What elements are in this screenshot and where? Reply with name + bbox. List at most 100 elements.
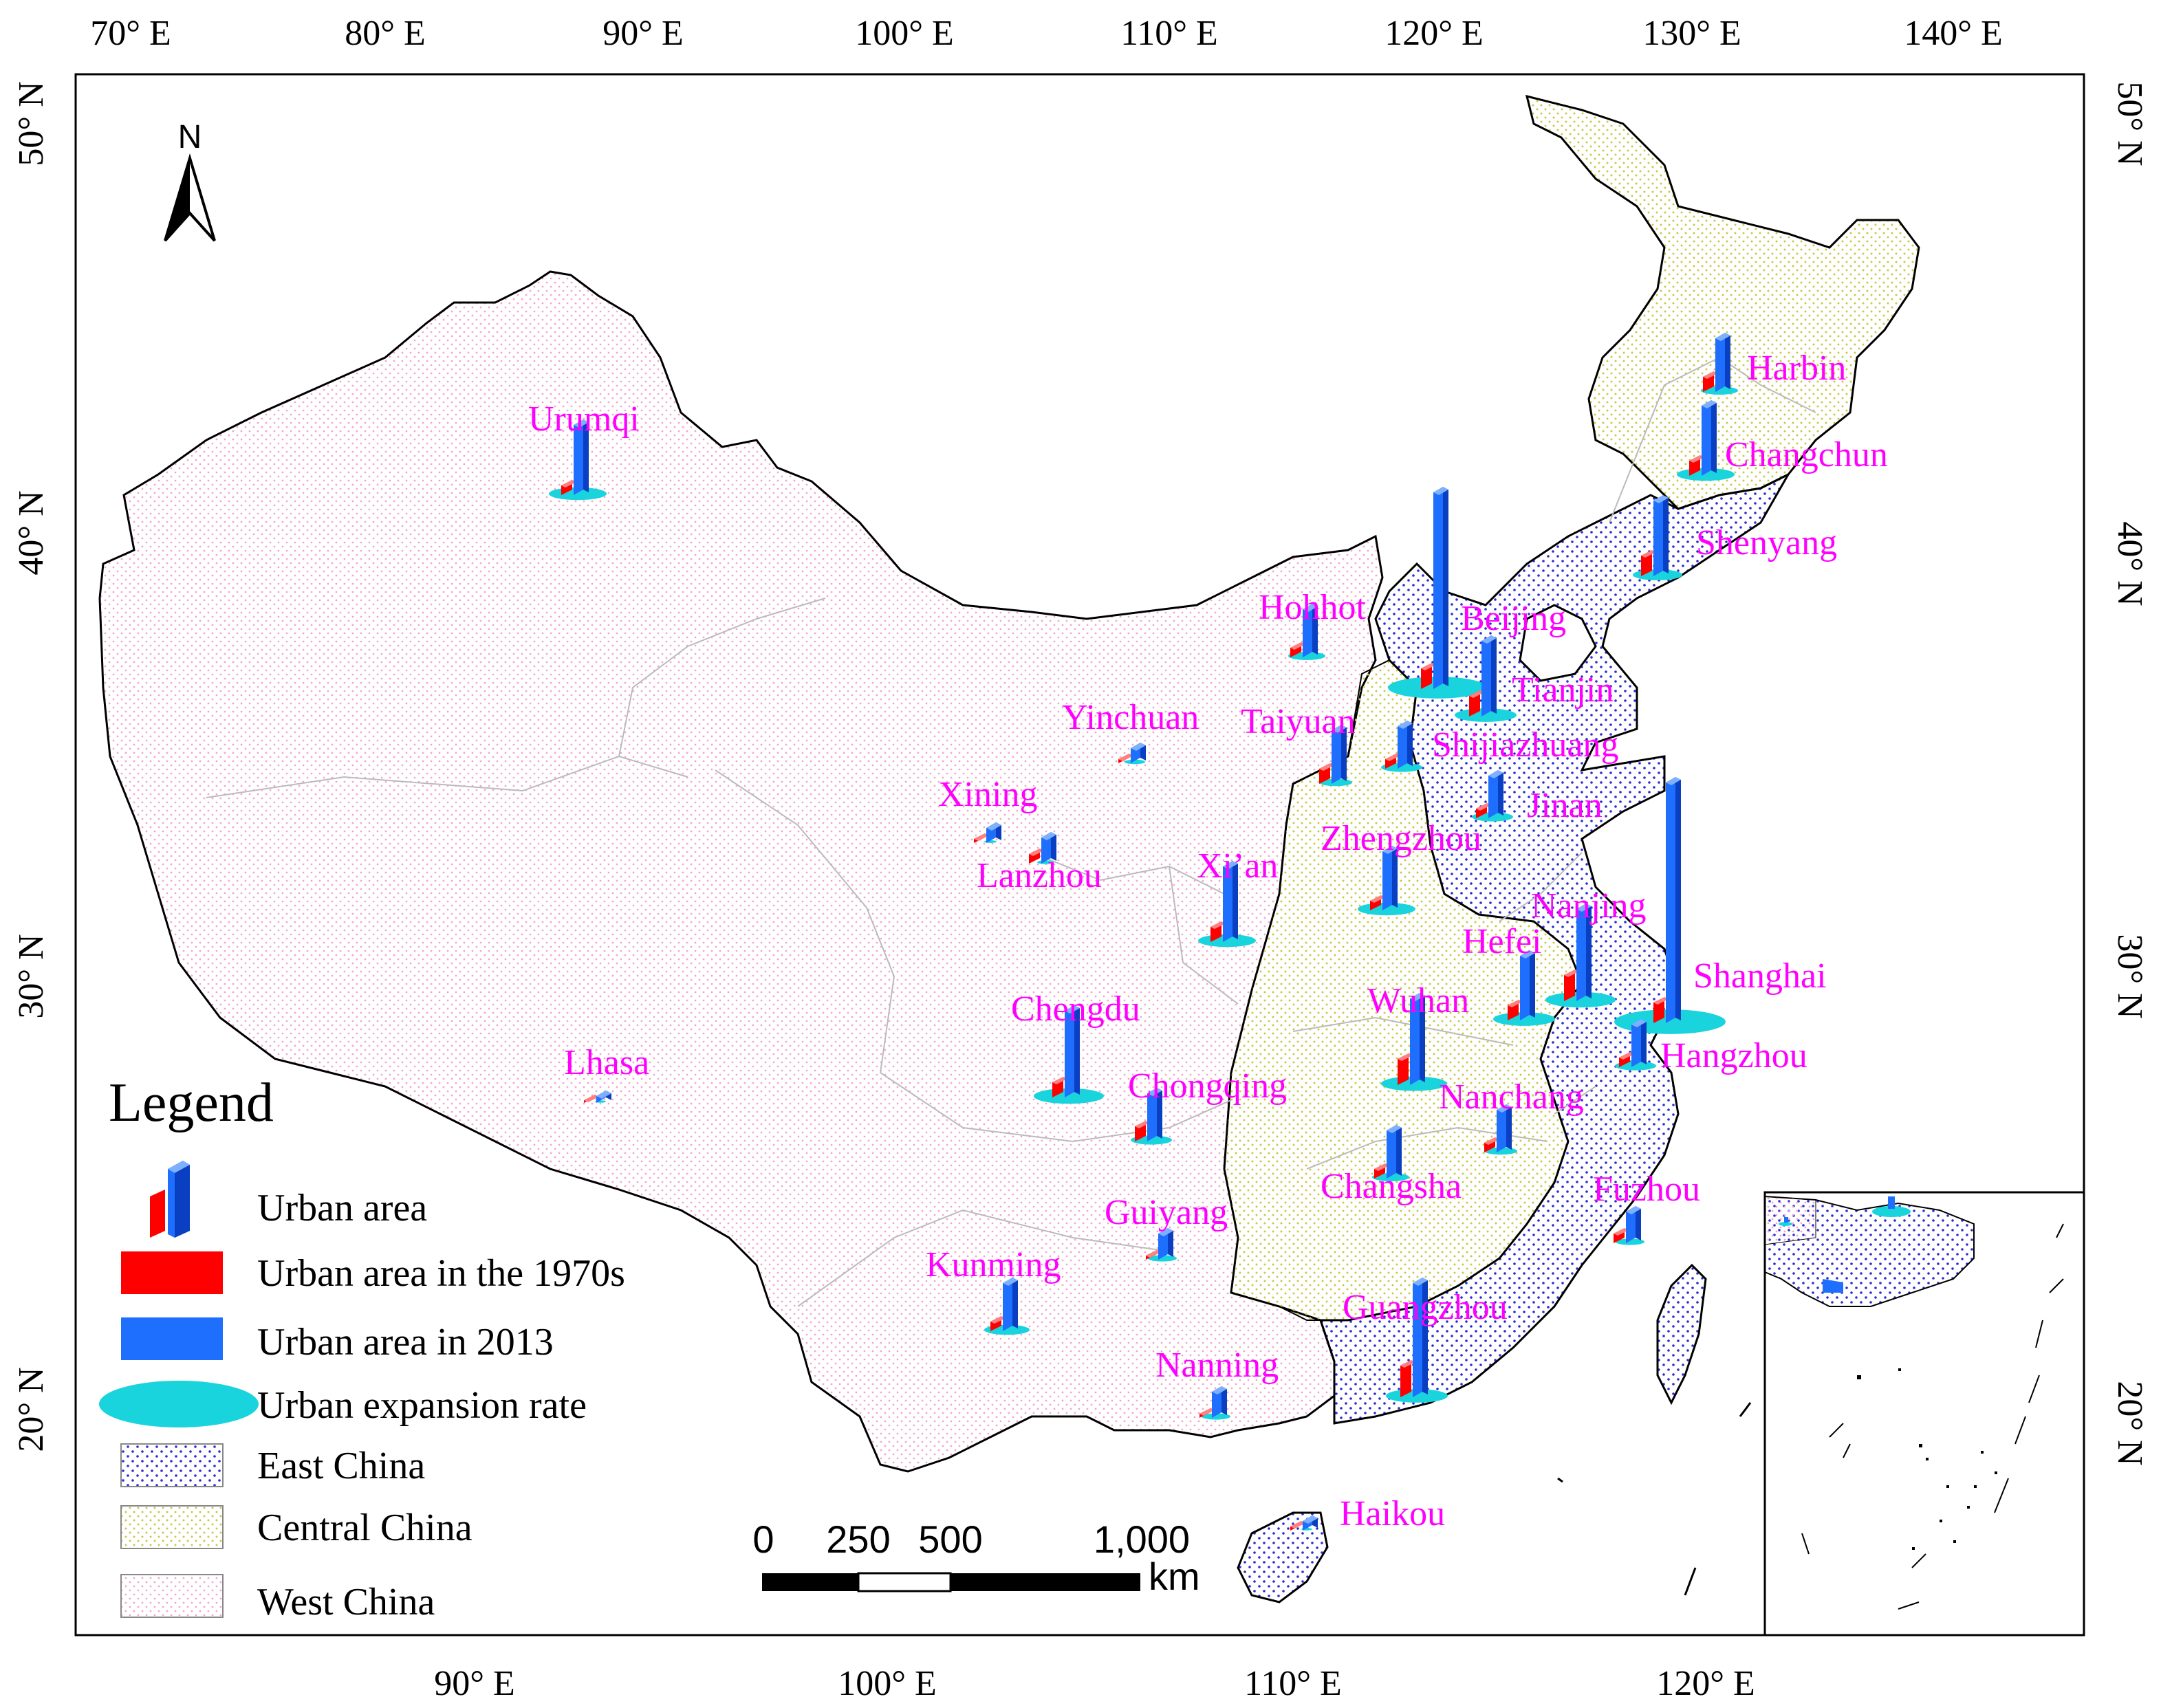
bar-2013-top: [1223, 861, 1238, 869]
city-label-yinchuan: Yinchuan: [1062, 698, 1199, 737]
bar-1970s-top: [1385, 754, 1400, 761]
city-taiyuan: Taiyuan: [1241, 702, 1356, 787]
bar-2013-front: [574, 419, 583, 495]
bar-2013-side: [1392, 846, 1398, 908]
legend-label-central-china: Central China: [257, 1507, 473, 1549]
bar-1970s-top: [1290, 642, 1305, 650]
bar-1970s-top: [1484, 1137, 1499, 1145]
bar-1970s-top: [1146, 1250, 1161, 1258]
city-label-nanjing: Nanjing: [1531, 886, 1647, 926]
svg-text:110° E: 110° E: [1120, 14, 1218, 53]
city-changchun: Changchun: [1677, 400, 1888, 481]
left-latitude-ticks: 50° N 40° N 30° N 20° N: [12, 81, 51, 1452]
bar-2013-front: [1576, 904, 1586, 1001]
inset-coast: [1764, 1195, 2064, 1610]
city-beijing: Beijing: [1388, 487, 1566, 699]
legend-title: Legend: [109, 1073, 274, 1133]
city-label-tianjin: Tianjin: [1512, 670, 1614, 710]
bar-2013-front: [1666, 777, 1675, 1023]
bar-2013-front: [1481, 635, 1491, 716]
bohai-coast: [1519, 604, 1597, 682]
svg-text:120° E: 120° E: [1384, 14, 1484, 53]
bar-2013-front: [1702, 400, 1711, 476]
city-label-jinan: Jinan: [1527, 786, 1603, 825]
svg-text:90° E: 90° E: [602, 14, 684, 53]
bar-2013-top: [1041, 832, 1056, 840]
bar-2013-front: [1433, 487, 1443, 689]
bar-1970s-top: [1476, 803, 1491, 811]
bar-2013-top: [1653, 495, 1669, 503]
scale-unit: km: [1149, 1555, 1200, 1598]
outer-islands: [1557, 1402, 1752, 1596]
bar-2013-side: [1221, 1386, 1227, 1415]
expansion-rate-ellipse: [1616, 1238, 1644, 1245]
city-xining: Xining: [938, 775, 1037, 843]
bar-2013-side: [1012, 1278, 1018, 1328]
city-urumqi: Urumqi: [528, 399, 640, 501]
legend-urban-area-symbol: [150, 1161, 190, 1238]
city-label-haikou: Haikou: [1340, 1494, 1445, 1533]
bar-2013-top: [1433, 487, 1448, 495]
city-xi-an: Xi’an: [1197, 846, 1278, 948]
bar-1970s-top: [1641, 550, 1656, 558]
city-tianjin: Tianjin: [1455, 635, 1614, 722]
city-label-xining: Xining: [938, 775, 1037, 814]
legend-label-east-china: East China: [257, 1445, 425, 1487]
city-symbols: Harbin Changchun Shenyang Urumqi Hohhot Beiji…: [528, 333, 1888, 1533]
scale-bar: 0 250 500 1,000 km: [752, 1518, 1199, 1598]
expansion-rate-ellipse: [1202, 1413, 1230, 1420]
city-label-hohhot: Hohhot: [1259, 588, 1367, 627]
city-label-guangzhou: Guangzhou: [1343, 1288, 1508, 1327]
scale-tick-250: 250: [826, 1518, 890, 1561]
bar-2013-top: [986, 822, 1001, 831]
bar-1970s-top: [1689, 455, 1704, 463]
bar-2013-front: [1410, 993, 1420, 1085]
svg-text:100° E: 100° E: [855, 14, 954, 53]
bar-1970s-top: [1619, 1052, 1634, 1060]
bar-1970s-top: [1052, 1077, 1067, 1084]
svg-text:30° N: 30° N: [2110, 934, 2149, 1018]
city-label-changchun: Changchun: [1725, 435, 1888, 474]
legend-label-urban-area: Urban area: [257, 1187, 427, 1229]
city-shenyang: Shenyang: [1633, 495, 1837, 580]
bar-2013-top: [1065, 1005, 1080, 1014]
city-label-hangzhou: Hangzhou: [1660, 1036, 1807, 1075]
city-label-kunming: Kunming: [926, 1245, 1061, 1284]
bar-2013-side: [1341, 725, 1347, 781]
bar-2013-top: [1003, 1278, 1018, 1286]
bar-2013-side: [1491, 635, 1497, 714]
bar-2013-front: [1631, 1019, 1641, 1067]
city-label-shenyang: Shenyang: [1696, 523, 1837, 562]
bar-2013-side: [1711, 400, 1717, 473]
city-label-changsha: Changsha: [1321, 1167, 1462, 1206]
bar-1970s-top: [1370, 895, 1385, 903]
city-wuhan: Wuhan: [1367, 981, 1469, 1091]
top-longitude-ticks: 70° E 80° E 90° E 100° E 110° E 120° E 1…: [90, 14, 2003, 53]
bar-2013-front: [1488, 770, 1498, 818]
expansion-rate-ellipse: [1125, 759, 1145, 765]
city-chongqing: Chongqing: [1128, 1066, 1287, 1145]
bar-1970s-top: [1508, 1000, 1523, 1007]
bar-2013-top: [1626, 1206, 1641, 1214]
city-fuzhou: Fuzhou: [1593, 1170, 1700, 1245]
bar-2013-top: [1303, 604, 1318, 612]
city-hohhot: Hohhot: [1259, 588, 1367, 660]
legend-swatch-central-china: [120, 1505, 224, 1549]
bar-2013-top: [1488, 770, 1503, 778]
bar-2013-front: [1653, 495, 1663, 576]
bar-2013-side: [1407, 721, 1413, 766]
bar-2013-top: [1413, 1278, 1428, 1286]
expansion-rate-ellipse: [1288, 652, 1325, 660]
city-shanghai: Shanghai: [1614, 777, 1827, 1034]
svg-text:90° E: 90° E: [434, 1664, 515, 1703]
city-hangzhou: Hangzhou: [1615, 1019, 1807, 1075]
bottom-longitude-ticks: 90° E 100° E 110° E 120° E: [434, 1664, 1755, 1703]
bar-1970s-top: [1290, 1521, 1305, 1529]
bar-1970s-top: [1614, 1228, 1629, 1236]
city-guangzhou: Guangzhou: [1343, 1278, 1508, 1403]
city-kunming: Kunming: [926, 1245, 1061, 1335]
city-lhasa: Lhasa: [564, 1043, 649, 1103]
bar-2013-front: [1223, 861, 1232, 942]
bar-1970s-top: [1703, 371, 1718, 379]
bar-2013-front: [1158, 1228, 1168, 1260]
